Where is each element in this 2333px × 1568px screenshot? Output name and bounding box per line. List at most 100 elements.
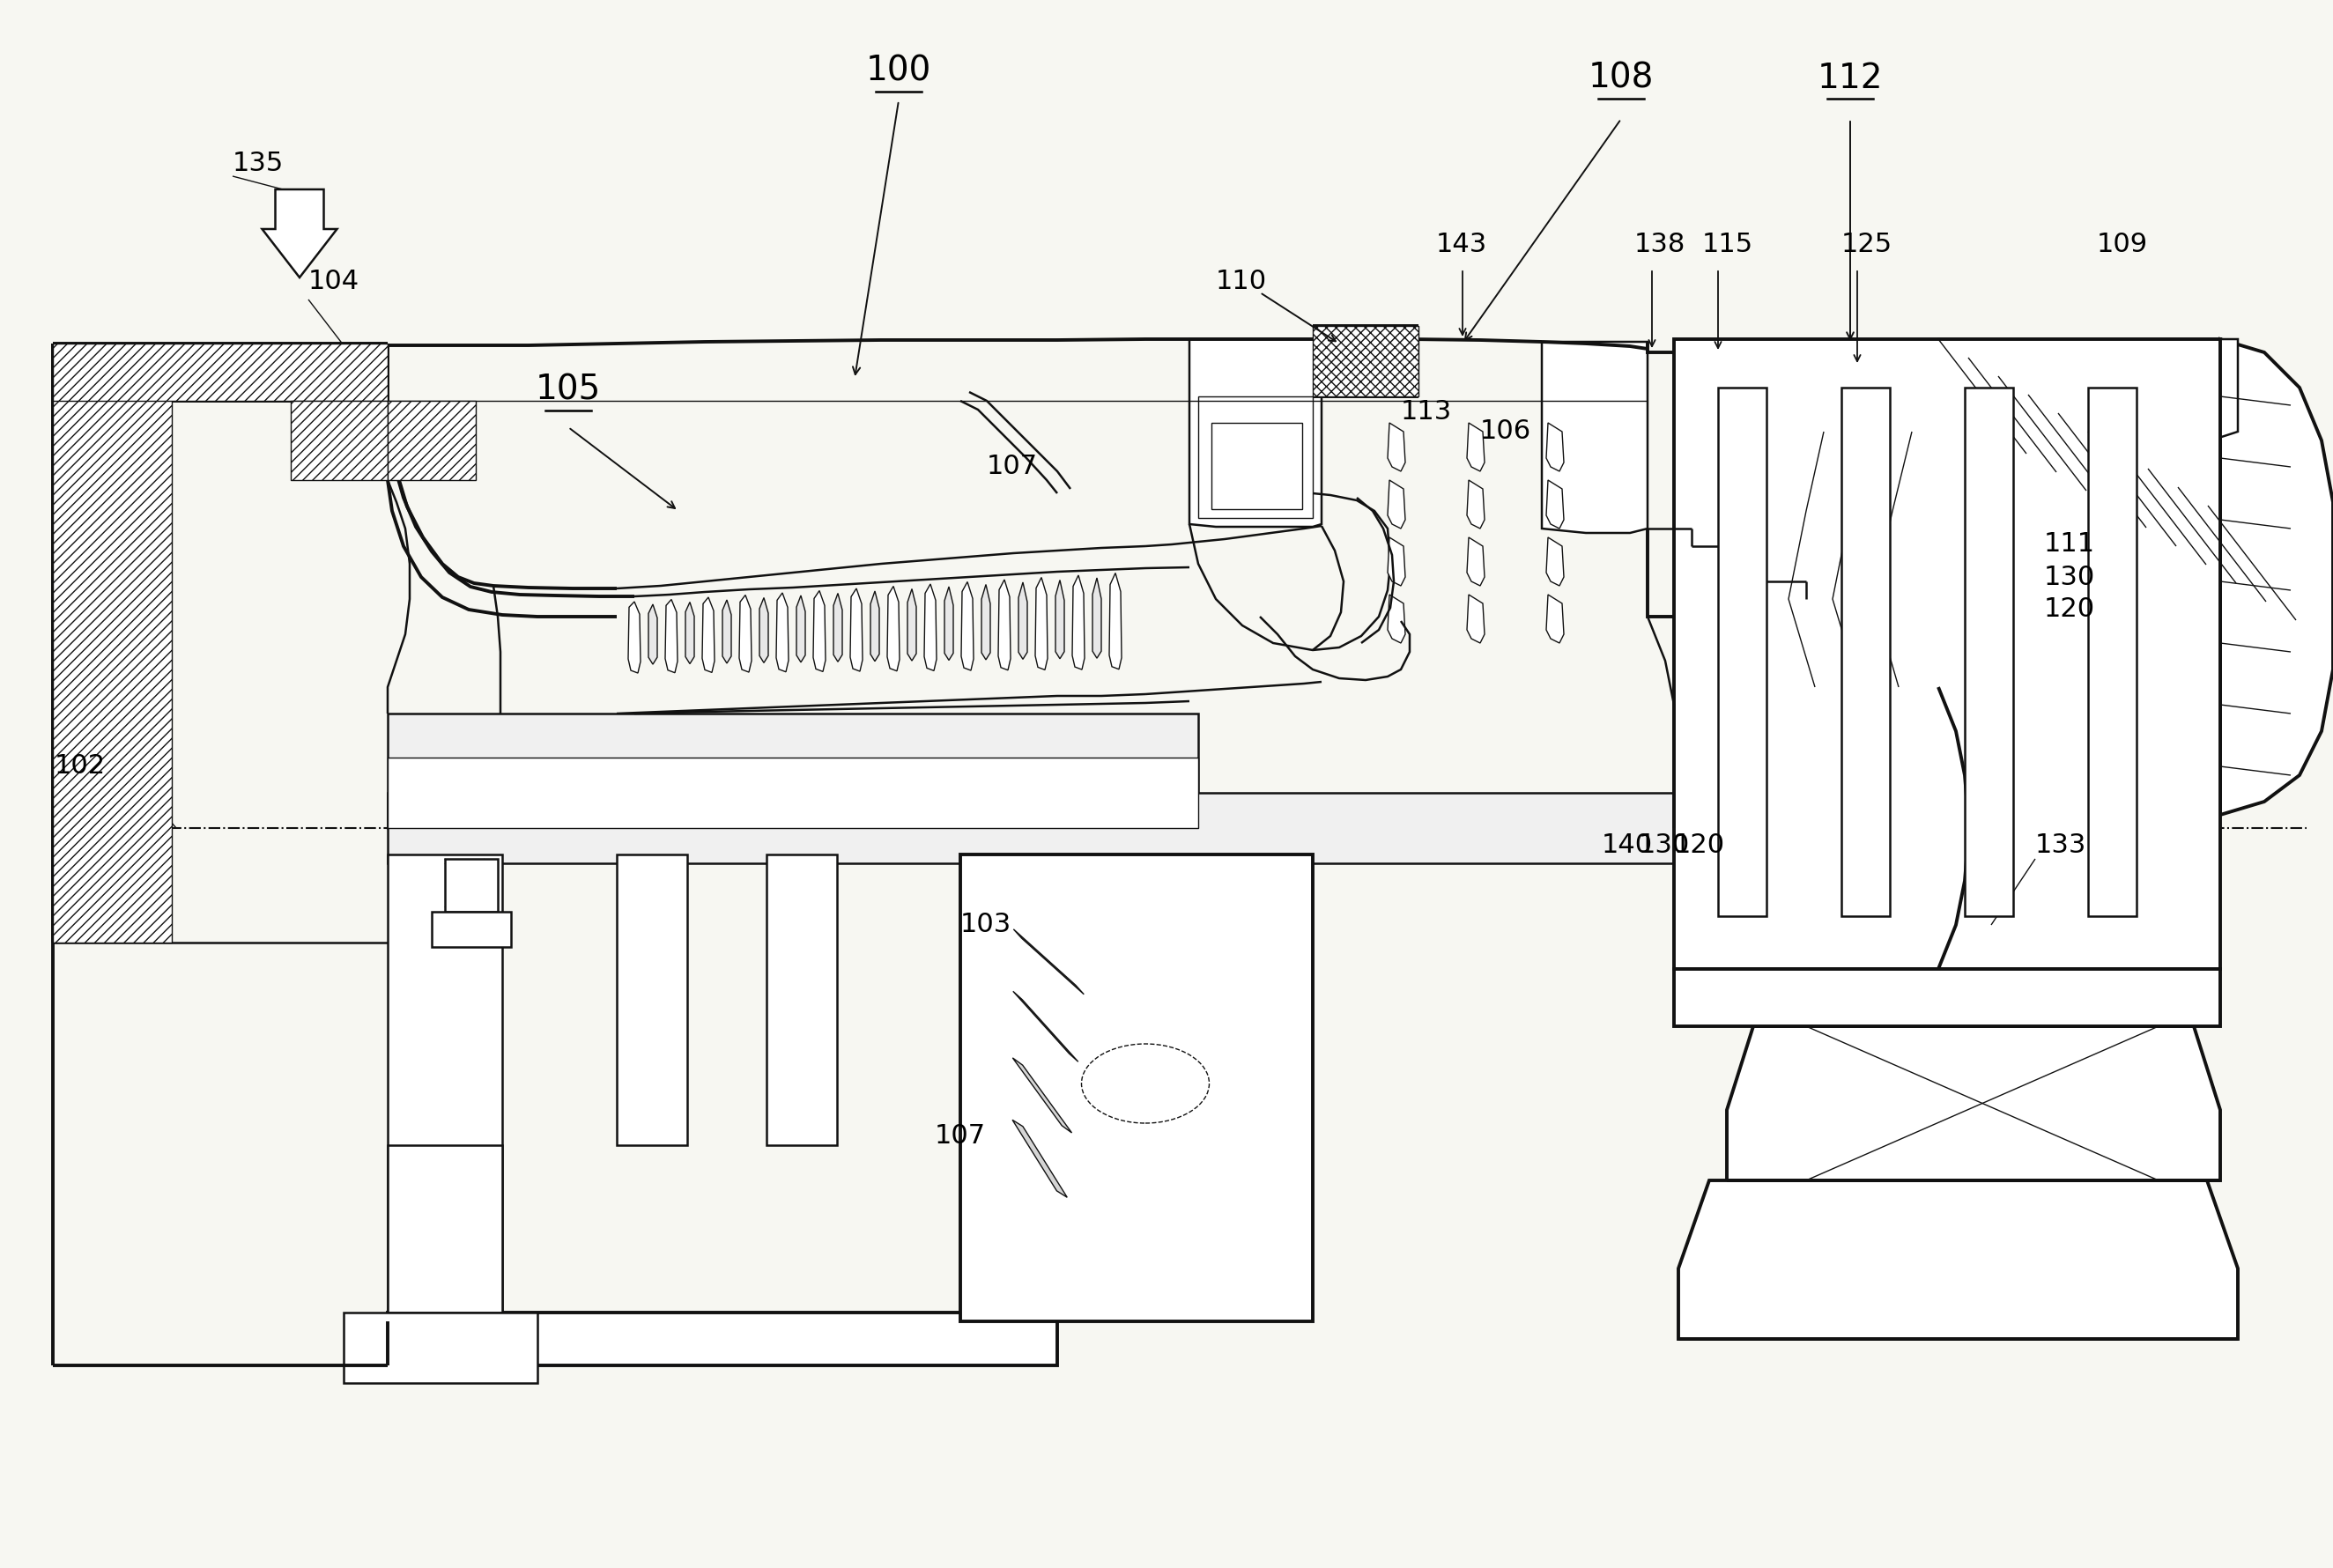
Text: 102: 102 — [54, 754, 105, 779]
Polygon shape — [945, 586, 954, 660]
Polygon shape — [649, 604, 658, 665]
Text: 111: 111 — [2044, 532, 2095, 557]
Polygon shape — [1467, 594, 1484, 643]
Polygon shape — [982, 585, 989, 660]
Bar — [387, 713, 1199, 828]
Polygon shape — [628, 602, 642, 673]
Polygon shape — [961, 582, 973, 671]
Bar — [387, 793, 1796, 864]
Text: 104: 104 — [308, 270, 359, 295]
Polygon shape — [1939, 339, 2237, 528]
Polygon shape — [1020, 582, 1027, 659]
Polygon shape — [761, 597, 768, 663]
Text: 106: 106 — [1479, 419, 1530, 444]
Bar — [1675, 339, 2221, 969]
Polygon shape — [849, 588, 863, 671]
Text: 120: 120 — [2044, 597, 2095, 622]
Polygon shape — [1388, 538, 1404, 586]
Polygon shape — [1547, 423, 1563, 472]
Polygon shape — [1036, 577, 1048, 670]
Bar — [961, 855, 1313, 1322]
Polygon shape — [1190, 339, 1320, 527]
Text: 143: 143 — [1437, 232, 1488, 257]
Text: 130: 130 — [2044, 564, 2095, 590]
Text: 120: 120 — [1675, 833, 1724, 858]
Polygon shape — [1547, 480, 1563, 528]
Text: 138: 138 — [1635, 232, 1687, 257]
Bar — [54, 343, 387, 401]
Text: 125: 125 — [1841, 232, 1892, 257]
Polygon shape — [1467, 538, 1484, 586]
Text: 112: 112 — [1817, 61, 1883, 96]
Bar — [54, 343, 173, 942]
Bar — [768, 855, 838, 1145]
Polygon shape — [1108, 572, 1122, 670]
Bar — [387, 757, 1199, 828]
Ellipse shape — [1083, 1044, 1208, 1123]
Polygon shape — [814, 591, 826, 671]
Bar — [292, 401, 387, 480]
Polygon shape — [1013, 1058, 1071, 1132]
Polygon shape — [1677, 1181, 2237, 1339]
Text: 107: 107 — [936, 1124, 987, 1149]
Text: 130: 130 — [1638, 833, 1689, 858]
Polygon shape — [1388, 594, 1404, 643]
Polygon shape — [1726, 1025, 2221, 1181]
Bar — [1675, 969, 2221, 1025]
Bar — [1964, 387, 2013, 916]
Text: 109: 109 — [2097, 232, 2149, 257]
Polygon shape — [723, 601, 730, 663]
Bar — [387, 1312, 1057, 1366]
Polygon shape — [1388, 480, 1404, 528]
Polygon shape — [1199, 397, 1313, 517]
Polygon shape — [1013, 1120, 1066, 1198]
Text: 105: 105 — [537, 373, 602, 408]
Polygon shape — [999, 580, 1010, 670]
Bar — [1717, 387, 1766, 916]
Polygon shape — [833, 593, 842, 662]
Polygon shape — [1211, 423, 1302, 510]
Polygon shape — [2221, 339, 2333, 815]
Bar — [387, 401, 476, 480]
Polygon shape — [740, 594, 751, 673]
Polygon shape — [908, 590, 917, 660]
Text: 103: 103 — [961, 913, 1013, 938]
Polygon shape — [702, 597, 714, 673]
Polygon shape — [1073, 575, 1085, 670]
Polygon shape — [1547, 538, 1563, 586]
Polygon shape — [1013, 991, 1078, 1062]
Text: 140: 140 — [1603, 833, 1654, 858]
Polygon shape — [870, 591, 880, 662]
Polygon shape — [1467, 423, 1484, 472]
Polygon shape — [1055, 580, 1064, 659]
Bar — [1313, 326, 1418, 397]
Bar — [446, 859, 497, 911]
Polygon shape — [1092, 579, 1101, 659]
Bar — [961, 855, 1048, 1145]
Text: 113: 113 — [1400, 400, 1451, 425]
Text: 108: 108 — [1589, 61, 1654, 96]
Polygon shape — [1388, 423, 1404, 472]
Polygon shape — [777, 593, 789, 671]
Text: 107: 107 — [987, 455, 1038, 480]
Polygon shape — [1467, 480, 1484, 528]
Bar — [2088, 387, 2137, 916]
Polygon shape — [924, 583, 936, 671]
Bar — [343, 1312, 537, 1383]
Polygon shape — [665, 599, 677, 673]
Polygon shape — [1547, 594, 1563, 643]
Bar — [616, 855, 688, 1145]
Polygon shape — [686, 602, 695, 663]
Polygon shape — [887, 586, 901, 671]
Polygon shape — [1542, 342, 1647, 533]
Polygon shape — [1013, 930, 1085, 994]
Text: 110: 110 — [1215, 270, 1267, 295]
Polygon shape — [261, 190, 336, 278]
Polygon shape — [796, 596, 805, 662]
Text: 133: 133 — [2034, 833, 2086, 858]
Bar — [387, 855, 502, 1322]
Bar — [387, 1145, 502, 1312]
Text: 115: 115 — [1703, 232, 1754, 257]
Text: 135: 135 — [233, 151, 285, 177]
Text: 100: 100 — [866, 55, 931, 88]
